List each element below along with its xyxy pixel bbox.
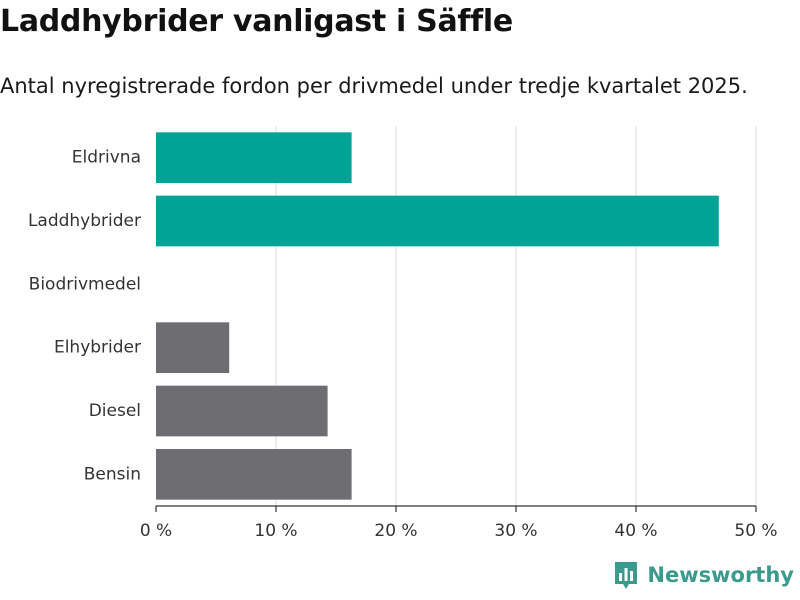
category-label: Diesel — [89, 401, 141, 421]
newsworthy-logo-text: Newsworthy — [647, 563, 794, 587]
bar — [156, 386, 328, 437]
bar — [156, 196, 719, 247]
x-tick-label: 20 % — [374, 521, 417, 541]
category-label: Elhybrider — [54, 338, 141, 358]
x-tick-label: 10 % — [254, 521, 297, 541]
bar — [156, 449, 352, 500]
category-label: Bensin — [84, 464, 141, 484]
x-tick-label: 50 % — [734, 521, 777, 541]
newsworthy-logo-icon — [613, 560, 639, 590]
bar — [156, 132, 352, 183]
x-tick-label: 30 % — [494, 521, 537, 541]
category-label: Laddhybrider — [28, 211, 141, 231]
category-label: Eldrivna — [72, 148, 141, 168]
newsworthy-logo: Newsworthy — [613, 560, 794, 590]
bar — [156, 322, 229, 373]
x-tick-label: 0 % — [140, 521, 172, 541]
category-label: Biodrivmedel — [29, 274, 141, 294]
bar-chart: Eldrivna Laddhybrider Biodrivmedel Elhybrid… — [0, 0, 800, 600]
x-tick-label: 40 % — [614, 521, 657, 541]
